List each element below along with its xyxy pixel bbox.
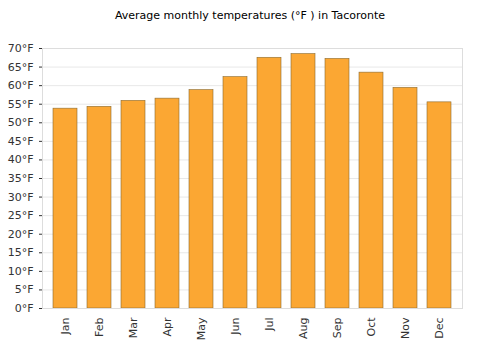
svg-text:Jun: Jun <box>229 317 242 335</box>
svg-text:40°F: 40°F <box>8 153 34 166</box>
svg-text:Aug: Aug <box>297 318 310 339</box>
svg-text:Oct: Oct <box>365 317 378 337</box>
svg-text:70°F: 70°F <box>8 42 34 55</box>
svg-text:55°F: 55°F <box>8 98 34 111</box>
svg-text:10°F: 10°F <box>8 265 34 278</box>
svg-text:Sep: Sep <box>331 317 344 338</box>
svg-text:20°F: 20°F <box>8 228 34 241</box>
svg-text:Jul: Jul <box>263 318 276 332</box>
svg-text:30°F: 30°F <box>8 191 34 204</box>
svg-text:60°F: 60°F <box>8 79 34 92</box>
html-text:Average monthly temperatures (: Average monthly temperatures (°F ) in Ta… <box>114 9 386 22</box>
svg-text:50°F: 50°F <box>8 116 34 129</box>
svg-text:Feb: Feb <box>93 317 106 336</box>
svg-text:65°F: 65°F <box>8 61 34 74</box>
svg-text:15°F: 15°F <box>8 246 34 259</box>
svg-text:25°F: 25°F <box>8 209 34 222</box>
svg-text:0°F: 0°F <box>15 302 34 315</box>
svg-text:5°F: 5°F <box>15 283 34 296</box>
svg-text:Mar: Mar <box>127 317 140 338</box>
svg-text:35°F: 35°F <box>8 172 34 185</box>
svg-text:Nov: Nov <box>399 317 412 339</box>
svg-text:Dec: Dec <box>433 318 446 339</box>
svg-text:May: May <box>195 317 208 340</box>
svg-text:Jan: Jan <box>59 317 72 335</box>
svg-text:Apr: Apr <box>161 317 174 337</box>
svg-text:45°F: 45°F <box>8 135 34 148</box>
